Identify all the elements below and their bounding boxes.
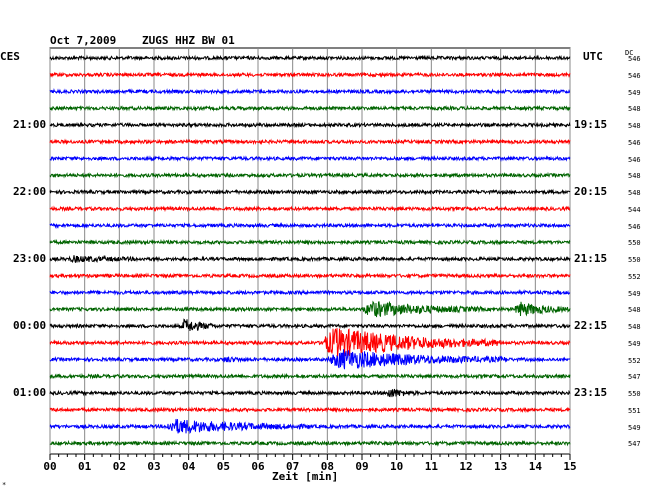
dc-value: 546: [628, 71, 641, 80]
left-time-label: 21:00: [13, 118, 47, 131]
dc-value: 546: [628, 222, 641, 231]
dc-value: 547: [628, 440, 641, 449]
trace-row: [49, 372, 571, 380]
x-tick-label: 02: [113, 460, 126, 473]
dc-value: 549: [628, 88, 641, 97]
trace-row: [49, 349, 571, 370]
trace-row: [49, 328, 571, 357]
dc-value: 550: [628, 390, 641, 398]
dc-value: 552: [628, 272, 641, 281]
trace-row: [49, 439, 571, 447]
trace-row: [49, 288, 571, 297]
trace-row: [49, 171, 571, 179]
x-tick-labels: 00 01 02 03 04 05 06 07 08 09 10 11 12 13 14 15: [43, 460, 576, 473]
x-tick-label: 08: [321, 460, 334, 473]
seismic-traces: [49, 54, 571, 447]
plot-grid: [49, 47, 571, 460]
dc-header: DC: [625, 49, 634, 57]
x-tick-label: 06: [251, 460, 265, 473]
dc-value: 546: [628, 138, 641, 147]
left-time-label: 01:00: [13, 386, 47, 399]
trace-row: [49, 104, 571, 112]
dc-value: 552: [628, 356, 641, 365]
x-tick-label: 14: [529, 460, 543, 473]
dc-value: 548: [628, 172, 641, 181]
left-axis-label: CES: [0, 50, 20, 63]
station-code: ZUGS HHZ BW 01: [142, 34, 235, 47]
left-time-label: 22:00: [13, 185, 47, 198]
dc-value: 547: [628, 373, 641, 382]
plot-date: Oct 7,2009: [50, 34, 117, 47]
x-tick-label: 09: [355, 460, 368, 473]
trace-row: [49, 188, 571, 196]
trace-row: [49, 388, 571, 398]
trace-row: [49, 238, 571, 246]
x-tick-label: 15: [563, 460, 576, 473]
x-tick-label: 10: [390, 460, 403, 473]
trace-row: [49, 418, 571, 434]
dc-value: 548: [628, 105, 641, 114]
trace-row: [49, 222, 571, 230]
trace-row: [49, 87, 570, 96]
dc-value: 546: [628, 55, 641, 63]
x-tick-label: 13: [494, 460, 507, 473]
left-time-label: 00:00: [13, 319, 47, 332]
dc-value: 548: [628, 189, 641, 197]
right-time-label: 22:15: [574, 319, 608, 332]
right-time-label: 21:15: [574, 252, 608, 265]
trace-row: [49, 254, 571, 264]
x-tick-label: 11: [425, 460, 439, 473]
trace-row: [49, 272, 571, 280]
trace-row: [49, 71, 571, 79]
dc-value: 550: [628, 239, 641, 248]
x-tick-label: 12: [459, 460, 472, 473]
x-tick-label: 03: [147, 460, 160, 473]
dc-value: 544: [628, 205, 641, 214]
dc-value: 546: [628, 155, 641, 164]
x-tick-label: 05: [217, 460, 230, 473]
right-time-label: 19:15: [574, 118, 608, 131]
dc-value: 548: [628, 122, 641, 130]
trace-row: [49, 318, 571, 332]
right-time-label: 20:15: [574, 185, 608, 198]
x-tick-label: 04: [182, 460, 196, 473]
dc-value: 551: [628, 406, 641, 415]
dc-value: 548: [628, 323, 641, 331]
trace-row: [49, 406, 571, 414]
trace-row: [49, 155, 571, 162]
x-tick-label: 07: [286, 460, 299, 473]
trace-row: [49, 205, 571, 213]
x-tick-label: 00: [43, 460, 56, 473]
dc-value: 548: [628, 306, 641, 315]
trace-row: [49, 121, 571, 129]
x-axis-label: Zeit [min]: [272, 470, 339, 483]
dc-value: 549: [628, 339, 641, 348]
right-time-label: 23:15: [574, 386, 608, 399]
footer-mark: *: [2, 481, 7, 489]
left-time-label: 23:00: [13, 252, 47, 265]
trace-row: [49, 138, 571, 146]
trace-row: [49, 300, 571, 318]
dc-value: 549: [628, 289, 641, 298]
trace-row: [49, 54, 571, 62]
dc-value: 550: [628, 256, 641, 264]
right-axis-label: UTC: [583, 50, 603, 63]
dc-value: 549: [628, 423, 641, 432]
x-tick-label: 01: [78, 460, 92, 473]
